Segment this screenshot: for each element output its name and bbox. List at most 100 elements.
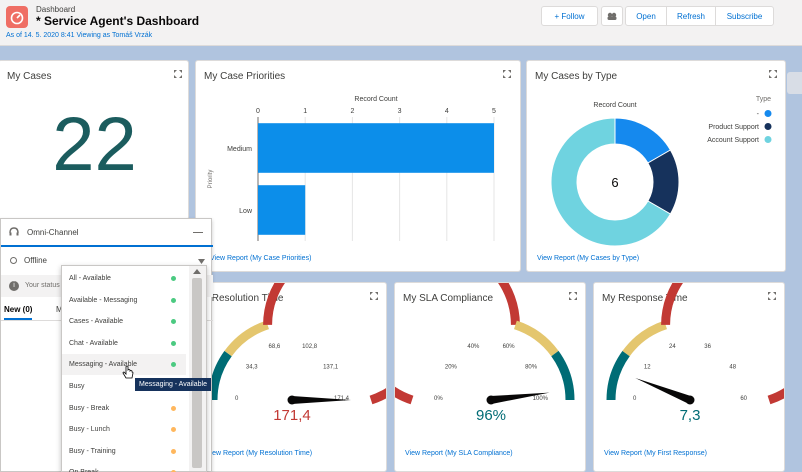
tab-my-work[interactable]: M xyxy=(56,305,63,314)
gauge-value: 96% xyxy=(475,407,507,424)
gauge-tick-label: 24 xyxy=(669,344,676,350)
expand-icon[interactable] xyxy=(769,70,777,78)
gauge-hub xyxy=(486,395,496,405)
tab-new[interactable]: New (0) xyxy=(4,305,33,320)
scroll-up-icon[interactable] xyxy=(193,269,201,274)
status-option-label: Busy - Training xyxy=(69,447,116,455)
expand-icon[interactable] xyxy=(370,292,378,300)
expand-icon[interactable] xyxy=(503,70,511,78)
dashboard-header: Dashboard * Service Agent's Dashboard As… xyxy=(0,0,802,46)
cases-by-type-card: My Cases by Type Record Count 6 Type - Produ… xyxy=(526,60,786,272)
status-option[interactable]: Busy - Lunch xyxy=(62,419,186,440)
legend-swatch xyxy=(764,136,772,143)
status-option[interactable]: On Break xyxy=(62,462,186,472)
status-option[interactable]: All - Available xyxy=(62,268,186,289)
status-dot-icon xyxy=(171,340,176,346)
status-option[interactable]: Available - Messaging xyxy=(62,290,186,311)
status-dropdown: All - Available Available - Messaging Case… xyxy=(61,265,207,472)
card-title: My SLA Compliance xyxy=(403,293,494,304)
omni-channel-title: Omni-Channel xyxy=(27,228,79,237)
minimize-icon[interactable] xyxy=(193,225,203,233)
status-option[interactable]: Chat - Available xyxy=(62,333,186,354)
card-title: My Cases by Type xyxy=(535,71,618,82)
view-report-link[interactable]: View Report (My Resolution Time) xyxy=(206,450,313,457)
status-selector[interactable]: Offline xyxy=(1,251,213,271)
scrollbar-thumb[interactable] xyxy=(192,278,202,468)
metric-value: 22 xyxy=(52,102,137,187)
gauge-tick-label: 0 xyxy=(633,396,637,402)
gauge-tick-label: 68,6 xyxy=(269,344,281,350)
card-title: My Response Time xyxy=(602,293,688,304)
page-title: * Service Agent's Dashboard xyxy=(36,14,200,28)
status-indicator-icon xyxy=(10,257,17,264)
view-report-link[interactable]: View Report (My Case Priorities) xyxy=(210,255,312,262)
expand-icon[interactable] xyxy=(174,70,182,78)
status-label: Offline xyxy=(24,256,47,265)
status-dot-icon xyxy=(171,276,176,281)
status-dot-icon xyxy=(171,319,176,325)
gauge-band xyxy=(208,350,232,401)
status-option[interactable]: Busy - Break xyxy=(62,398,186,419)
open-button[interactable]: Open xyxy=(625,6,667,26)
as-of-text: As of 14. 5. 2020 8:41 Viewing as Tomáš … xyxy=(6,32,153,39)
status-dot-icon xyxy=(171,427,176,433)
legend-label: - xyxy=(757,111,760,118)
follow-button[interactable]: + Follow xyxy=(541,6,598,26)
group-icon[interactable] xyxy=(601,6,623,26)
response-time-card: My Response Time 0 12 24 36 48 60 7,3 View Re… xyxy=(593,282,785,472)
status-dot-icon xyxy=(171,405,176,411)
status-option-label: Busy - Lunch xyxy=(69,426,110,434)
expand-icon[interactable] xyxy=(569,292,577,300)
gauge-band xyxy=(395,283,520,405)
sla-compliance-gauge: 0% 20% 40% 60% 80% 100% xyxy=(395,283,575,405)
gauge-band xyxy=(606,350,630,401)
view-report-link[interactable]: View Report (My Cases by Type) xyxy=(537,255,640,262)
legend-title: Type xyxy=(756,96,771,103)
card-title: My Case Priorities xyxy=(204,71,286,82)
donut-center-value: 6 xyxy=(611,175,618,190)
legend-label: Product Support xyxy=(708,124,759,131)
donut-slice xyxy=(550,117,672,247)
cases-by-type-chart: Record Count 6 Type - Product Support Account… xyxy=(550,96,772,247)
status-option[interactable]: Messaging - Available xyxy=(62,354,186,376)
chart-label: Record Count xyxy=(593,102,636,109)
gauge-band xyxy=(224,320,270,357)
status-option-label: Messaging - Available xyxy=(69,361,137,369)
y-axis-title: Priority xyxy=(208,170,214,189)
response-time-gauge: 0 12 24 36 48 60 xyxy=(606,283,784,405)
gauge-tick-label: 100% xyxy=(533,396,549,402)
chevron-down-icon[interactable] xyxy=(198,259,205,264)
gauge-tick-label: 137,1 xyxy=(323,364,339,370)
gauge-value: 7,3 xyxy=(679,407,701,424)
status-option-label: Busy xyxy=(69,383,85,390)
status-dot-icon xyxy=(171,362,176,368)
status-option[interactable]: Busy - Training xyxy=(62,441,186,462)
gauge-needle xyxy=(292,396,351,404)
gauge-tick-label: 12 xyxy=(644,364,651,370)
gauge-tick-label: 171,4 xyxy=(334,396,350,402)
resolution-time-gauge: 0 34,3 68,6 102,8 137,1 171,4 xyxy=(208,283,386,405)
status-option-label: Cases - Available xyxy=(69,318,123,326)
view-report-link[interactable]: View Report (My SLA Compliance) xyxy=(405,450,513,457)
gauge-tick-label: 80% xyxy=(525,364,538,370)
scrollbar-track[interactable] xyxy=(189,266,206,471)
status-option-label: Busy - Break xyxy=(69,404,110,412)
view-report-link[interactable]: View Report (My First Response) xyxy=(604,450,707,457)
gauge-tick-label: 36 xyxy=(704,344,711,350)
subscribe-button[interactable]: Subscribe xyxy=(715,6,774,26)
status-option-label: Chat - Available xyxy=(69,339,118,347)
refresh-button[interactable]: Refresh xyxy=(666,6,716,26)
expand-icon[interactable] xyxy=(768,292,776,300)
gauge-tick-label: 60% xyxy=(503,344,516,350)
gauge-tick-label: 102,8 xyxy=(302,344,318,350)
gauge-needle xyxy=(635,377,692,404)
gauge-tick-label: 20% xyxy=(445,364,458,370)
status-option-label: Available - Messaging xyxy=(69,296,138,304)
tick-label: 0 xyxy=(256,108,260,115)
status-option[interactable]: Cases - Available xyxy=(62,311,186,332)
gauge-hub xyxy=(287,395,297,405)
gauge-tick-label: 34,3 xyxy=(246,364,258,370)
status-dot-icon xyxy=(171,470,176,472)
my-cases-card: My Cases 22 xyxy=(0,60,189,220)
side-panel-toggle[interactable] xyxy=(787,72,802,94)
